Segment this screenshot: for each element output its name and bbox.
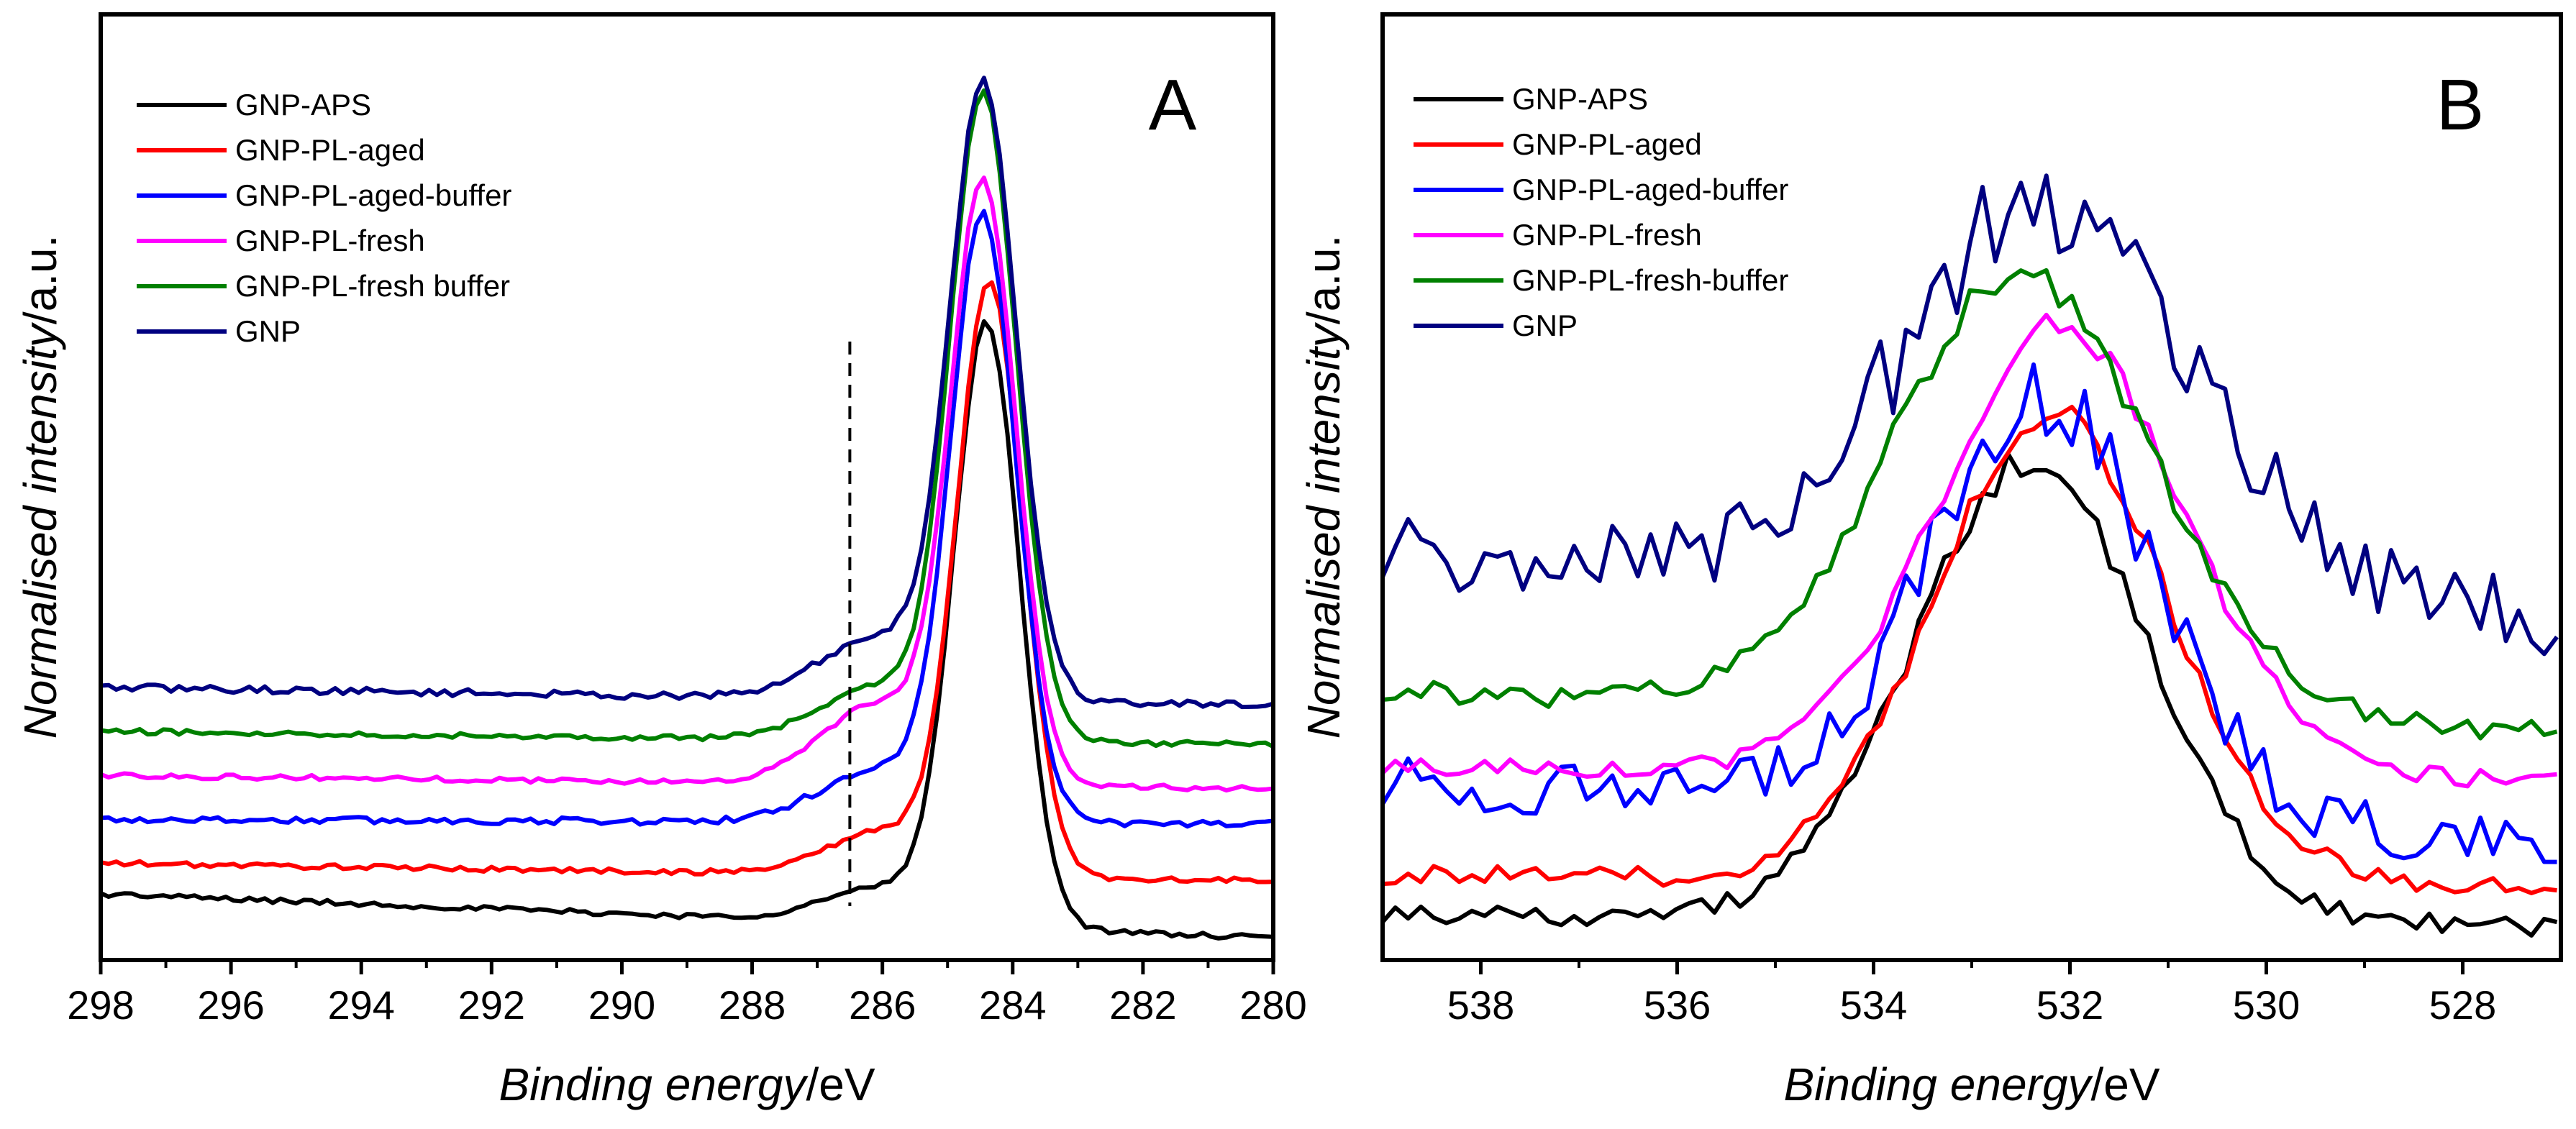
panel-a-x-tick-label: 292 (458, 982, 525, 1028)
panel-a-x-axis-title: Binding energy/eV (499, 1059, 875, 1110)
panel-a-legend-label: GNP-PL-fresh buffer (235, 269, 510, 303)
panel-b-x-tick-label: 530 (2233, 982, 2300, 1028)
panel-b-series-line-gnp-pl-aged (1383, 404, 2557, 895)
panel-b-legend-label: GNP-PL-fresh-buffer (1512, 263, 1788, 297)
panel-a-x-tick-label: 288 (719, 982, 786, 1028)
panel-a-x-axis-title-main: Binding energy (499, 1059, 809, 1110)
panel-a-y-axis-title-main: Normalised intensity (14, 321, 66, 739)
panel-a: 298 296 294 292 290 288 286 284 282 280 GNP-APSGN… (14, 12, 1307, 1110)
panel-b-series-line-gnp-pl-fresh-buffer (1383, 268, 2558, 741)
panel-a-legend-label: GNP-PL-aged (235, 133, 425, 167)
panel-b-y-axis-title-unit: /a.u. (1298, 235, 1350, 325)
panel-a-series-line-gnp (101, 76, 1273, 710)
panel-b-x-tick-label: 528 (2429, 982, 2496, 1028)
panel-b-y-axis-title: Normalised intensity/a.u. (1298, 235, 1350, 739)
panel-b-legend-label: GNP-PL-aged-buffer (1512, 173, 1788, 206)
panel-b-series-group (1383, 173, 2559, 938)
panel-b-x-tick-label: 534 (1840, 982, 1907, 1028)
panel-a-legend-label: GNP-PL-aged-buffer (235, 178, 511, 212)
panel-a-x-tick-label: 298 (67, 982, 134, 1028)
panel-a-x-tick-label: 282 (1109, 982, 1176, 1028)
panel-a-x-tick-label: 294 (328, 982, 395, 1028)
panel-b-legend-label: GNP-APS (1512, 82, 1648, 116)
panel-a-letter: A (1149, 65, 1197, 145)
panel-a-series-line-gnp-pl-aged-buffer (101, 209, 1273, 829)
panel-a-legend-label: GNP (235, 314, 301, 348)
panel-a-legend-label: GNP-PL-fresh (235, 224, 425, 257)
panel-a-x-tick-label: 296 (197, 982, 264, 1028)
panel-a-series-line-gnp-pl-fresh-buffer (101, 88, 1273, 749)
panel-b-legend-label: GNP-PL-fresh (1512, 218, 1702, 252)
panel-b-x-tick-label: 532 (2036, 982, 2103, 1028)
panel-b: 538 536 534 532 530 528 GNP-APSGNP-PL-agedGNP… (1298, 12, 2563, 1110)
panel-a-y-axis-title-unit: /a.u. (14, 235, 66, 325)
panel-a-series-group (101, 76, 1273, 941)
panel-b-series-line-gnp (1383, 173, 2559, 657)
panel-b-legend: GNP-APS GNP-PL-aged GNP-PL-aged-buffer GNP-… (1414, 82, 1788, 342)
panel-b-x-tick-label: 536 (1644, 982, 1711, 1028)
panel-a-y-axis-title: Normalised intensity/a.u. (14, 235, 66, 739)
panel-a-x-tick-label: 284 (979, 982, 1046, 1028)
panel-b-x-axis-title: Binding energy/eV (1783, 1059, 2159, 1110)
panel-a-series-line-gnp-pl-aged (101, 280, 1273, 885)
panel-a-x-tick-label: 280 (1239, 982, 1306, 1028)
panel-a-x-tick-label: 290 (588, 982, 655, 1028)
panel-b-x-axis-title-unit: /eV (2090, 1059, 2159, 1110)
panel-a-x-tick-label: 286 (849, 982, 916, 1028)
panel-a-x-axis-title-unit: /eV (806, 1059, 875, 1110)
panel-b-letter: B (2436, 65, 2485, 145)
panel-a-legend-label: GNP-APS (235, 88, 371, 122)
panel-b-series-line-gnp-pl-fresh (1383, 312, 2557, 789)
panel-a-series-line-gnp-pl-fresh (101, 175, 1273, 793)
panel-a-legend: GNP-APS GNP-PL-aged GNP-PL-aged-buffer GNP-… (137, 88, 511, 348)
panel-a-series-line-gnp-aps (101, 319, 1273, 941)
panel-a-x-ticks: 298 296 294 292 290 288 286 284 282 280 (67, 960, 1307, 1028)
panel-b-x-tick-label: 538 (1447, 982, 1514, 1028)
panel-b-series-line-gnp-aps (1383, 452, 2558, 938)
panel-b-legend-label: GNP-PL-aged (1512, 127, 1702, 161)
panel-b-x-axis-title-main: Binding energy (1783, 1059, 2093, 1110)
panel-b-x-ticks: 538 536 534 532 530 528 (1447, 960, 2496, 1028)
panel-b-legend-label: GNP (1512, 308, 1578, 342)
panel-b-y-axis-title-main: Normalised intensity (1298, 321, 1350, 739)
